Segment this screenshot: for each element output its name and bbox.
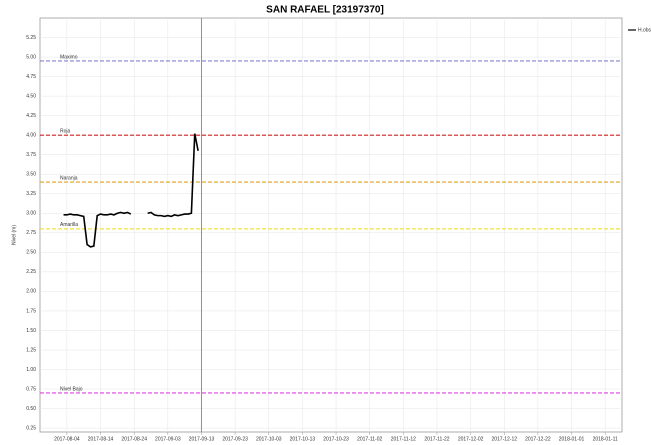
x-tick-label: 2017-10-23 bbox=[323, 436, 349, 442]
x-tick-label: 2017-11-12 bbox=[391, 436, 416, 442]
x-tick-label: 2017-12-02 bbox=[458, 436, 484, 442]
x-tick-label: 2017-09-13 bbox=[189, 436, 215, 442]
x-tick-label: 2017-08-24 bbox=[121, 436, 147, 442]
x-tick-label: 2017-12-22 bbox=[525, 436, 551, 442]
x-tick-label: 2017-12-12 bbox=[491, 436, 517, 442]
y-tick-label: 4.25 bbox=[26, 113, 36, 119]
y-tick-label: 3.25 bbox=[26, 191, 36, 197]
x-tick-label: 2017-10-03 bbox=[256, 436, 282, 442]
y-tick-label: 1.00 bbox=[26, 367, 36, 373]
chart-title: SAN RAFAEL [23197370] bbox=[266, 5, 384, 16]
threshold-label: Maximo bbox=[60, 54, 78, 60]
y-tick-label: 2.50 bbox=[26, 250, 36, 256]
y-tick-label: 5.25 bbox=[26, 35, 36, 41]
x-tick-label: 2017-08-14 bbox=[88, 436, 114, 442]
threshold-label: Nivel Bajo bbox=[60, 386, 83, 392]
y-tick-label: 0.50 bbox=[26, 406, 36, 412]
x-tick-label: 2018-01-11 bbox=[593, 436, 618, 442]
y-tick-label: 2.00 bbox=[26, 289, 36, 295]
x-tick-label: 2017-11-22 bbox=[424, 436, 449, 442]
x-tick-label: 2017-10-13 bbox=[290, 436, 316, 442]
y-tick-label: 3.75 bbox=[26, 152, 36, 158]
threshold-label: Roja bbox=[60, 128, 71, 134]
y-tick-label: 0.75 bbox=[26, 386, 36, 392]
x-tick-label: 2017-09-23 bbox=[222, 436, 248, 442]
y-tick-label: 0.25 bbox=[26, 425, 36, 431]
threshold-label: Amarilla bbox=[60, 222, 78, 228]
y-tick-label: 1.75 bbox=[26, 308, 36, 314]
y-tick-label: 5.00 bbox=[26, 54, 36, 60]
x-tick-label: 2017-08-04 bbox=[54, 436, 80, 442]
y-tick-label: 4.00 bbox=[26, 132, 36, 138]
x-tick-label: 2017-11-02 bbox=[357, 436, 382, 442]
threshold-label: Naranja bbox=[60, 175, 78, 181]
y-axis-label: Nivel (m) bbox=[11, 225, 17, 245]
y-tick-label: 2.25 bbox=[26, 269, 36, 275]
y-tick-label: 3.00 bbox=[26, 211, 36, 217]
y-tick-label: 2.75 bbox=[26, 230, 36, 236]
legend-label: H.obs bbox=[638, 27, 651, 33]
y-tick-label: 3.50 bbox=[26, 172, 36, 178]
y-tick-label: 4.50 bbox=[26, 93, 36, 99]
y-tick-label: 1.50 bbox=[26, 328, 36, 334]
plot-area bbox=[39, 17, 623, 433]
y-tick-label: 1.25 bbox=[26, 347, 36, 353]
y-tick-label: 4.75 bbox=[26, 74, 36, 80]
data-line bbox=[63, 133, 199, 248]
x-tick-label: 2018-01-01 bbox=[559, 436, 585, 442]
x-tick-label: 2017-09-03 bbox=[155, 436, 181, 442]
